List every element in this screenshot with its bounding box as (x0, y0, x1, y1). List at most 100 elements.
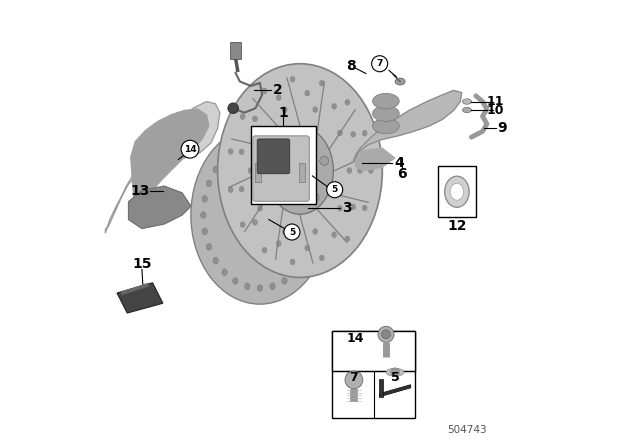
Ellipse shape (231, 177, 289, 253)
Ellipse shape (262, 88, 267, 94)
Text: 2: 2 (273, 83, 283, 97)
Ellipse shape (233, 278, 238, 284)
Ellipse shape (362, 130, 367, 136)
Circle shape (268, 234, 276, 241)
Ellipse shape (246, 196, 274, 234)
Ellipse shape (345, 236, 350, 242)
FancyBboxPatch shape (257, 139, 290, 174)
Ellipse shape (305, 245, 310, 251)
Ellipse shape (267, 127, 333, 214)
Ellipse shape (314, 212, 319, 219)
Ellipse shape (332, 232, 337, 237)
Bar (251, 126, 316, 204)
Ellipse shape (253, 220, 257, 225)
Ellipse shape (337, 205, 342, 211)
Polygon shape (117, 283, 163, 313)
Bar (299, 163, 305, 182)
Ellipse shape (239, 186, 244, 192)
Ellipse shape (233, 146, 238, 153)
Circle shape (310, 193, 319, 202)
Ellipse shape (282, 228, 287, 234)
Ellipse shape (372, 118, 399, 134)
Circle shape (284, 224, 300, 240)
Ellipse shape (257, 130, 262, 136)
Circle shape (345, 371, 363, 389)
Ellipse shape (213, 257, 218, 264)
Polygon shape (131, 109, 209, 213)
Ellipse shape (305, 90, 310, 96)
Text: 504743: 504743 (447, 425, 487, 435)
Text: 15: 15 (132, 257, 152, 271)
Ellipse shape (282, 107, 287, 112)
Ellipse shape (257, 139, 262, 146)
Ellipse shape (358, 168, 362, 173)
Ellipse shape (308, 243, 314, 250)
Ellipse shape (319, 255, 324, 261)
Ellipse shape (362, 205, 367, 211)
Circle shape (228, 103, 239, 114)
Ellipse shape (351, 131, 356, 137)
Ellipse shape (308, 180, 314, 187)
Circle shape (280, 193, 289, 202)
Polygon shape (353, 90, 461, 162)
Ellipse shape (239, 149, 244, 155)
Ellipse shape (290, 76, 295, 82)
Text: 12: 12 (447, 219, 467, 233)
Ellipse shape (228, 149, 233, 155)
Bar (438, 166, 476, 217)
Circle shape (320, 156, 329, 165)
Ellipse shape (313, 228, 317, 234)
Text: 7: 7 (349, 371, 358, 384)
Ellipse shape (222, 155, 227, 161)
Ellipse shape (372, 106, 399, 121)
Text: 9: 9 (497, 121, 506, 135)
Circle shape (181, 140, 199, 158)
Ellipse shape (276, 95, 281, 100)
Ellipse shape (244, 283, 250, 289)
Ellipse shape (337, 130, 342, 136)
Ellipse shape (228, 187, 233, 193)
Ellipse shape (463, 108, 472, 113)
Ellipse shape (244, 141, 250, 147)
Text: 10: 10 (486, 103, 504, 116)
Ellipse shape (450, 183, 463, 200)
Ellipse shape (292, 269, 298, 276)
Ellipse shape (270, 141, 275, 147)
Text: 6: 6 (397, 167, 407, 181)
Ellipse shape (445, 176, 469, 207)
Text: 7: 7 (376, 59, 383, 68)
Bar (332, 331, 415, 418)
Ellipse shape (301, 257, 307, 264)
Text: 14: 14 (184, 145, 196, 154)
Ellipse shape (200, 212, 206, 219)
Ellipse shape (332, 103, 337, 109)
Bar (255, 163, 260, 182)
Bar (332, 331, 415, 371)
Polygon shape (380, 385, 411, 397)
Ellipse shape (369, 168, 373, 173)
Text: 5: 5 (289, 228, 295, 237)
Ellipse shape (283, 148, 317, 193)
Text: 13: 13 (130, 184, 149, 198)
Text: 14: 14 (347, 332, 364, 345)
Ellipse shape (206, 243, 212, 250)
Text: 5: 5 (332, 185, 338, 194)
Ellipse shape (301, 166, 307, 173)
Text: 5: 5 (390, 371, 399, 384)
Ellipse shape (372, 93, 399, 109)
Ellipse shape (312, 195, 317, 202)
Circle shape (271, 155, 280, 164)
Ellipse shape (257, 205, 262, 211)
Circle shape (243, 233, 251, 241)
Ellipse shape (386, 368, 404, 376)
Circle shape (390, 368, 399, 377)
Ellipse shape (282, 278, 287, 284)
Text: 4: 4 (394, 155, 404, 169)
Text: 11: 11 (486, 95, 504, 108)
Circle shape (326, 182, 342, 198)
Ellipse shape (262, 247, 267, 253)
Ellipse shape (218, 64, 382, 277)
Ellipse shape (270, 283, 275, 289)
Circle shape (378, 326, 394, 342)
Polygon shape (120, 283, 150, 295)
